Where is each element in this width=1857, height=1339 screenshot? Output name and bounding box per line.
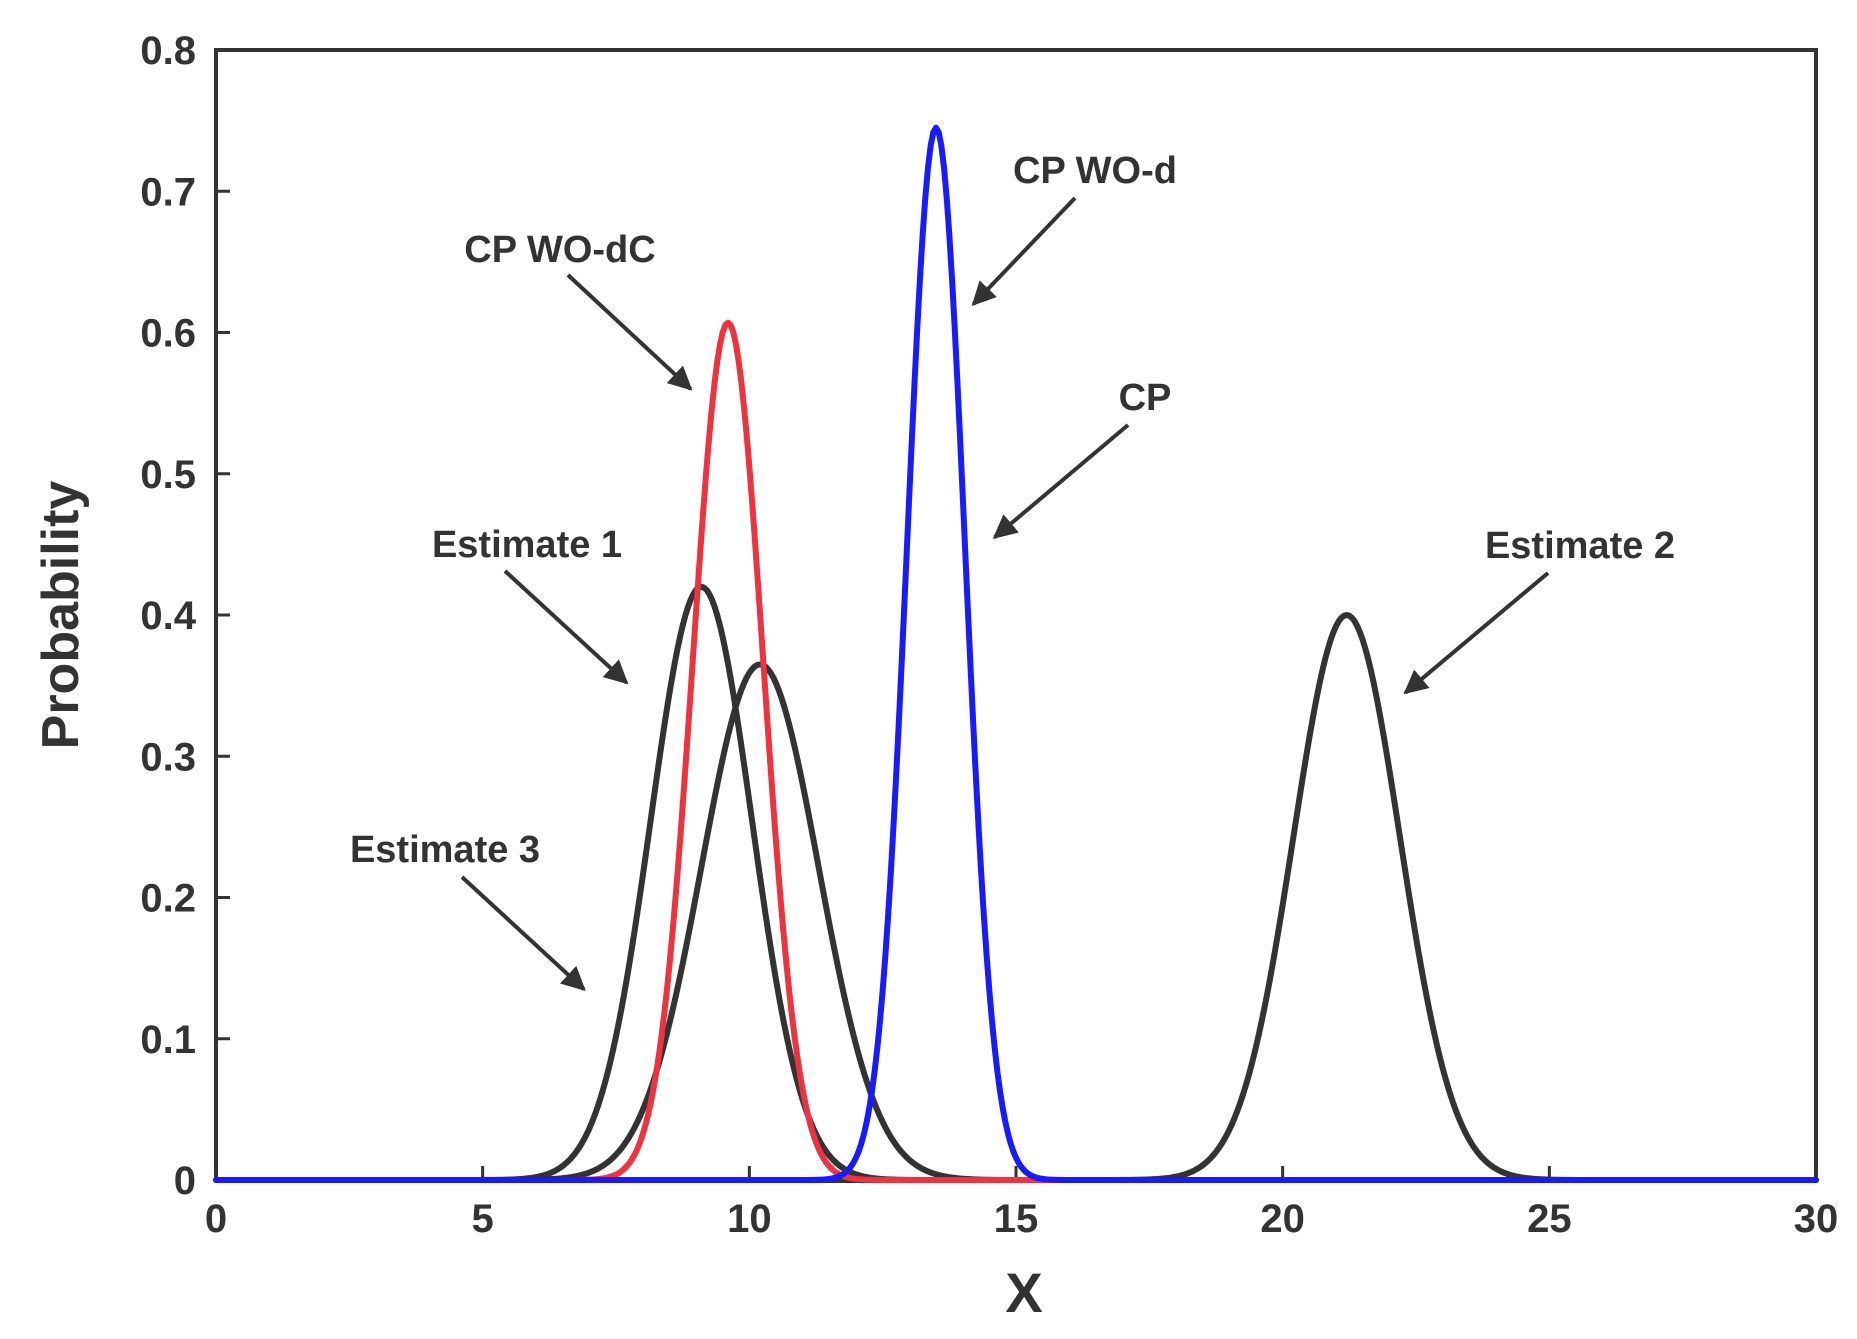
x-tick-label-2: 10 <box>727 1197 772 1241</box>
y-tick-label-6: 0.6 <box>140 312 196 356</box>
y-axis-title: Probability <box>32 481 90 750</box>
plot-area <box>214 48 1818 1182</box>
series-estimate-2 <box>213 612 1819 1183</box>
y-tick-label-0: 0 <box>174 1159 196 1203</box>
annotation-arrow-estimate-1 <box>503 569 629 685</box>
annotation-arrow-cp-wo-d <box>971 196 1077 306</box>
annotation-label-cp: CP <box>1119 377 1172 419</box>
x-tick-label-5: 25 <box>1527 1197 1572 1241</box>
annotation-label-estimate-3: Estimate 3 <box>350 829 540 871</box>
x-tick-label-1: 5 <box>472 1197 494 1241</box>
annotation-label-estimate-1: Estimate 1 <box>432 524 622 566</box>
y-tick-label-8: 0.8 <box>140 29 196 73</box>
annotation-arrow-estimate-2 <box>1403 571 1550 695</box>
series-cp-wo-d <box>213 124 1819 1183</box>
x-tick-label-3: 15 <box>994 1197 1039 1241</box>
y-tick-label-3: 0.3 <box>140 735 196 779</box>
series-estimate-1 <box>213 583 1819 1183</box>
x-tick-label-4: 20 <box>1260 1197 1305 1241</box>
annotations: CP WO-d CP WO-dC CP Estimate 1 Estimate 2 Est… <box>350 150 1675 991</box>
series-curves <box>213 124 1819 1183</box>
y-tick-label-4: 0.4 <box>140 594 196 638</box>
plot-frame <box>214 48 1818 1182</box>
x-tick-label-0: 0 <box>205 1197 227 1241</box>
y-tick-label-1: 0.1 <box>140 1018 196 1062</box>
annotation-arrow-estimate-3 <box>460 875 586 991</box>
annotation-label-cp-wo-dc: CP WO-dC <box>464 229 655 271</box>
y-tick-label-5: 0.5 <box>140 453 196 497</box>
series-estimate-3 <box>213 661 1819 1183</box>
x-tick-label-6: 30 <box>1794 1197 1839 1241</box>
annotation-label-cp-wo-d: CP WO-d <box>1013 150 1177 192</box>
annotation-label-estimate-2: Estimate 2 <box>1485 525 1675 567</box>
series-cp-wo-dc <box>213 319 1819 1183</box>
x-axis: 0 5 10 15 20 25 30 <box>205 1166 1838 1241</box>
x-axis-title: X <box>1005 1261 1042 1324</box>
y-tick-label-7: 0.7 <box>140 170 196 214</box>
annotation-arrow-cp-wo-dc <box>566 273 693 391</box>
y-axis: 0 0.1 0.2 0.3 0.4 0.5 0.6 0.7 0.8 <box>140 29 230 1203</box>
y-tick-label-2: 0.2 <box>140 877 196 921</box>
annotation-arrow-cp <box>992 423 1130 539</box>
